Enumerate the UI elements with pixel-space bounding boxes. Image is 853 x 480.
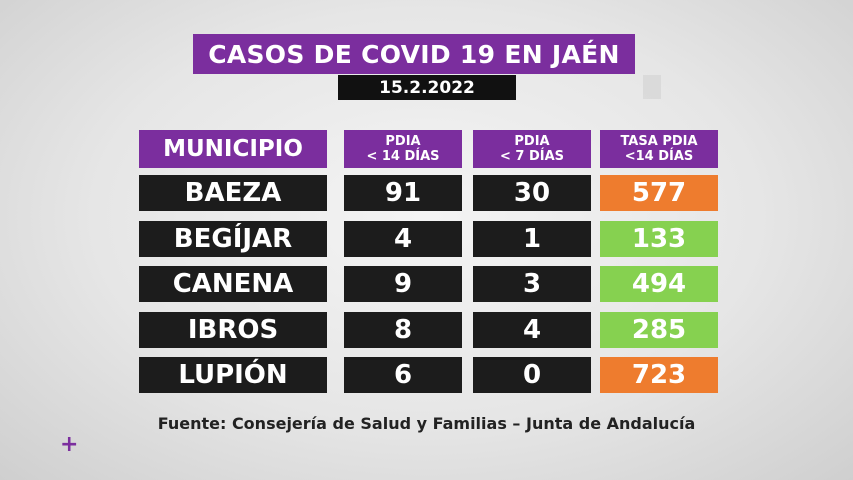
header-pdia-7: PDIA < 7 DÍAS — [473, 130, 591, 168]
header-pdia-14-line1: PDIA — [385, 134, 421, 149]
row-municipio: BEGÍJAR — [139, 221, 327, 257]
row-tasa: 285 — [600, 312, 718, 348]
row-pdia-14: 6 — [344, 357, 462, 393]
row-municipio: CANENA — [139, 266, 327, 302]
row-pdia-14: 8 — [344, 312, 462, 348]
header-tasa-line2: <14 DÍAS — [624, 149, 694, 164]
row-pdia-7: 4 — [473, 312, 591, 348]
header-pdia-14: PDIA < 14 DÍAS — [344, 130, 462, 168]
date-label: 15.2.2022 — [338, 75, 516, 100]
row-pdia-14: 9 — [344, 266, 462, 302]
row-pdia-14: 91 — [344, 175, 462, 211]
header-municipio: MUNICIPIO — [139, 130, 327, 168]
row-pdia-14: 4 — [344, 221, 462, 257]
row-pdia-7: 30 — [473, 175, 591, 211]
header-tasa: TASA PDIA <14 DÍAS — [600, 130, 718, 168]
source-note: Fuente: Consejería de Salud y Familias –… — [157, 414, 696, 433]
header-pdia-14-line2: < 14 DÍAS — [366, 149, 440, 164]
row-municipio: LUPIÓN — [139, 357, 327, 393]
header-pdia-7-line2: < 7 DÍAS — [499, 149, 565, 164]
row-tasa: 723 — [600, 357, 718, 393]
decorative-block — [643, 75, 661, 99]
row-pdia-7: 3 — [473, 266, 591, 302]
row-pdia-7: 1 — [473, 221, 591, 257]
header-tasa-line1: TASA PDIA — [620, 134, 698, 149]
row-tasa: 494 — [600, 266, 718, 302]
row-tasa: 577 — [600, 175, 718, 211]
row-municipio: IBROS — [139, 312, 327, 348]
row-municipio: BAEZA — [139, 175, 327, 211]
header-pdia-7-line1: PDIA — [514, 134, 550, 149]
row-pdia-7: 0 — [473, 357, 591, 393]
page-title: CASOS DE COVID 19 EN JAÉN — [193, 34, 635, 74]
row-tasa: 133 — [600, 221, 718, 257]
plus-icon: + — [60, 432, 79, 457]
